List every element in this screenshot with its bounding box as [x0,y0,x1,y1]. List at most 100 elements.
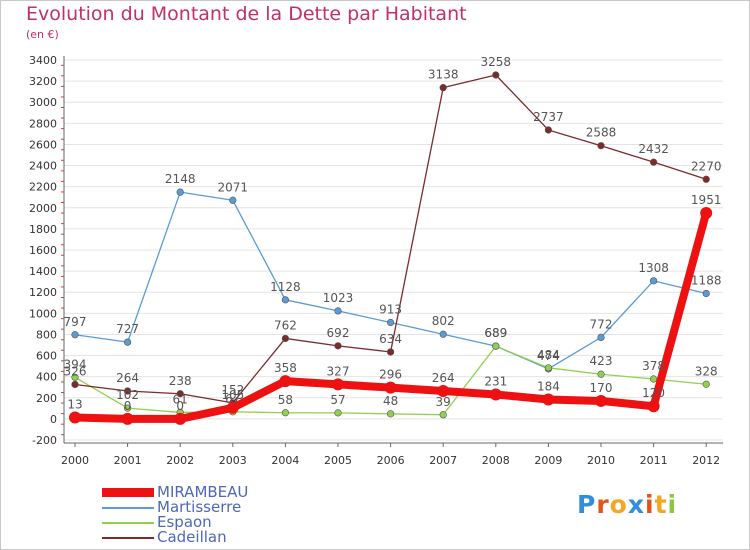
chart-title: Evolution du Montant de la Dette par Hab… [26,3,467,25]
data-label: 57 [330,393,345,407]
data-label: 264 [116,371,139,385]
data-point [387,318,395,327]
x-tick-label: 2010 [587,454,615,467]
data-point [649,158,658,166]
data-label: 327 [327,364,350,378]
data-point [334,307,342,315]
legend-swatch [102,506,154,509]
x-tick-label: 2006 [377,454,405,467]
x-tick-label: 2011 [640,454,668,467]
data-point [281,334,290,343]
legend-label: Espaon [157,513,212,531]
y-tick-label: 800 [36,328,57,341]
logo-letter: i [645,490,655,519]
data-label: 797 [64,315,87,329]
data-point [544,364,553,372]
data-point [542,393,555,406]
data-point [226,401,239,414]
data-label: 3138 [428,68,459,82]
data-label: 58 [278,393,293,407]
data-point [702,289,710,298]
data-label: 358 [274,361,297,375]
data-label: 296 [379,368,402,382]
x-tick-label: 2002 [166,454,194,467]
chart-subtitle: (en €) [26,28,59,41]
x-tick-label: 2008 [482,454,510,467]
y-tick-label: 3400 [29,54,57,67]
data-label: 692 [327,326,350,340]
x-tick-label: 2005 [324,454,352,467]
data-point [71,331,79,339]
data-point [71,373,79,381]
data-label: 2588 [586,126,617,140]
data-label: 67 [225,392,240,406]
x-tick-label: 2004 [271,454,299,467]
data-point [649,375,658,383]
data-point [123,338,132,346]
legend-swatch [102,521,154,524]
data-label: 634 [379,332,402,346]
data-label: 231 [484,375,507,389]
data-point [437,385,450,398]
legend-item-espaon: Espaon [102,515,248,530]
proxiti-logo: Proxiti [577,490,677,519]
data-label: 0 [124,399,132,413]
data-point [439,330,447,338]
x-tick-label: 2009 [534,454,562,467]
data-point [702,175,710,183]
data-label: 152 [221,383,244,397]
data-label: 102 [116,388,139,402]
logo-letter: o [609,490,628,519]
logo-letter: P [577,490,597,519]
data-point [123,404,132,412]
data-point [281,296,290,304]
data-label: 184 [537,379,560,393]
data-label: 0 [176,399,184,413]
legend-swatch [102,536,154,539]
x-tick-label: 2001 [114,454,142,467]
data-label: 1128 [270,280,301,294]
data-point [595,394,607,407]
data-label: 762 [274,318,297,332]
y-tick-label: 1000 [29,307,57,320]
data-label: 474 [537,349,560,363]
legend-swatch [102,488,154,497]
data-label: 1188 [691,273,722,287]
x-tick-label: 2012 [692,454,720,467]
data-point [597,333,605,342]
data-point [334,342,342,350]
x-tick-label: 2003 [219,454,247,467]
legend-item-mirambeau: MIRAMBEAU [102,485,248,500]
data-point [121,412,134,425]
data-label: 170 [590,381,613,395]
data-point [384,381,397,394]
legend-item-cadeillan: Cadeillan [102,530,248,545]
data-point [544,126,553,134]
y-tick-label: 1600 [29,244,57,257]
data-point [174,412,187,425]
y-tick-label: 400 [36,371,57,384]
y-tick-label: 3000 [29,96,57,109]
data-point [492,342,500,350]
data-point [281,409,290,417]
data-label: 48 [383,394,398,408]
y-tick-label: 2000 [29,202,57,215]
data-label: 105 [221,388,244,402]
data-label: 378 [642,359,665,373]
y-tick-label: 3200 [29,75,57,88]
data-label: 61 [173,392,188,406]
data-label: 39 [436,395,451,409]
data-label: 264 [432,371,455,385]
grid-lines [64,59,723,441]
data-label: 238 [169,374,192,388]
data-label: 1308 [638,261,669,275]
data-point [597,370,605,378]
data-point [69,411,81,424]
y-tick-label: -200 [32,434,57,447]
data-point [439,84,447,92]
data-label: 2432 [638,142,669,156]
data-label: 423 [590,354,613,368]
legend-label: MIRAMBEAU [157,483,249,501]
y-tick-label: 600 [36,350,57,363]
series-lines [69,71,713,425]
